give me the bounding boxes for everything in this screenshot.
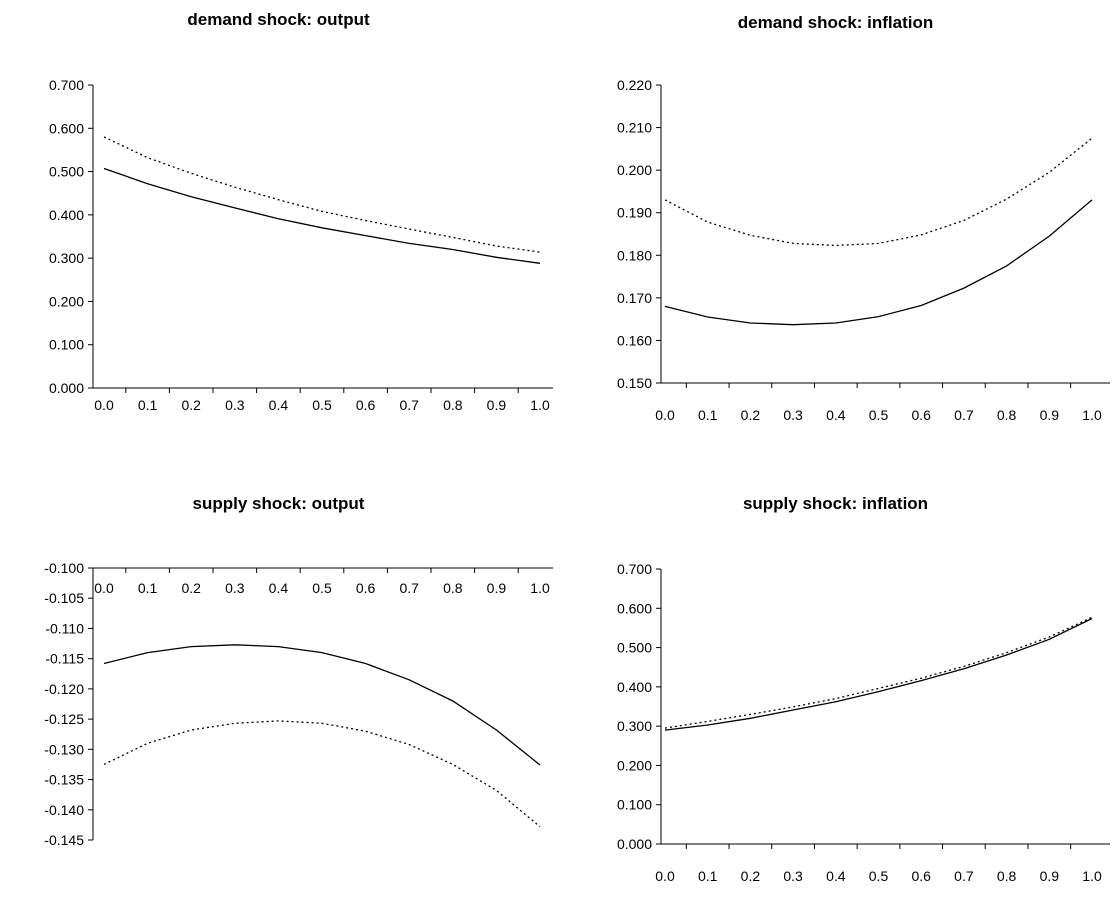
y-tick-label: 0.200 bbox=[617, 757, 652, 773]
x-tick-label: 0.6 bbox=[356, 397, 376, 413]
x-tick-label: 0.6 bbox=[911, 868, 931, 884]
chart-title: supply shock: output bbox=[192, 494, 365, 513]
y-tick-label: 0.300 bbox=[617, 718, 652, 734]
x-tick-label: 0.0 bbox=[94, 397, 114, 413]
x-tick-label: 0.2 bbox=[181, 397, 201, 413]
chart-title: supply shock: inflation bbox=[742, 494, 929, 513]
x-tick-label: 0.0 bbox=[655, 407, 675, 423]
series-line-dotted bbox=[103, 136, 541, 253]
y-tick-label: 0.220 bbox=[617, 77, 652, 93]
x-tick-label: 0.3 bbox=[783, 407, 803, 423]
x-tick-label: 0.9 bbox=[487, 397, 507, 413]
y-tick-label: 0.600 bbox=[617, 600, 652, 616]
y-tick-label: 0.400 bbox=[617, 679, 652, 695]
x-tick-label: 0.8 bbox=[997, 407, 1017, 423]
x-tick-label: 0.5 bbox=[312, 580, 332, 596]
x-tick-label: 1.0 bbox=[530, 580, 550, 596]
y-tick-label: 0.160 bbox=[617, 332, 652, 348]
y-tick-label: -0.115 bbox=[45, 651, 84, 667]
x-tick-label: 0.8 bbox=[997, 868, 1017, 884]
series-line-solid bbox=[103, 167, 541, 264]
x-tick-label: 0.3 bbox=[225, 580, 245, 596]
chart-demand-inflation: demand shock: inflation 0.150 0.160 0.170 0… bbox=[557, 0, 1114, 458]
x-tick-label: 1.0 bbox=[1082, 868, 1102, 884]
series-line-dotted bbox=[664, 137, 1093, 247]
x-tick-label: 0.8 bbox=[443, 580, 463, 596]
y-tick-label: -0.145 bbox=[44, 832, 84, 848]
x-tick-label: 0.6 bbox=[911, 407, 931, 423]
x-tick-label: 1.0 bbox=[1082, 407, 1102, 423]
x-tick-label: 0.3 bbox=[783, 868, 803, 884]
x-tick-label: 0.9 bbox=[1040, 868, 1060, 884]
y-tick-label: -0.125 bbox=[44, 711, 84, 727]
x-tick-label: 0.2 bbox=[741, 868, 761, 884]
x-tick-label: 0.0 bbox=[94, 580, 114, 596]
chart-plot: 0.000 0.100 0.200 0.300 0.400 0.500 0.600 0.700… bbox=[617, 561, 1110, 884]
x-tick-label: 0.5 bbox=[869, 407, 889, 423]
y-tick-label: 0.210 bbox=[617, 120, 652, 136]
chart-title: demand shock: output bbox=[187, 10, 370, 29]
y-tick-label: -0.140 bbox=[44, 802, 84, 818]
x-tick-label: 0.6 bbox=[356, 580, 376, 596]
x-tick-label: 0.7 bbox=[399, 397, 419, 413]
chart-plot: 0.150 0.160 0.170 0.180 0.190 0.200 0.210 0.220… bbox=[617, 77, 1110, 423]
x-tick-label: 0.3 bbox=[225, 397, 245, 413]
y-tick-label: -0.120 bbox=[44, 681, 84, 697]
y-tick-label: 0.200 bbox=[49, 293, 84, 309]
x-tick-label: 0.1 bbox=[698, 407, 718, 423]
y-tick-label: 0.180 bbox=[617, 247, 652, 263]
y-tick-label: -0.105 bbox=[44, 590, 84, 606]
y-tick-label: -0.135 bbox=[44, 772, 84, 788]
y-tick-label: 0.300 bbox=[49, 250, 84, 266]
chart-supply-inflation: supply shock: inflation 0.000 0.100 0.200 0… bbox=[557, 458, 1114, 917]
y-tick-label: 0.150 bbox=[617, 375, 652, 391]
series-line-solid bbox=[664, 617, 1093, 731]
series-line-solid bbox=[664, 199, 1093, 326]
x-tick-label: 0.1 bbox=[138, 580, 158, 596]
x-tick-label: 1.0 bbox=[530, 397, 550, 413]
x-tick-label: 0.0 bbox=[655, 868, 675, 884]
x-tick-label: 0.4 bbox=[826, 407, 846, 423]
x-tick-label: 0.2 bbox=[181, 580, 201, 596]
y-tick-label: 0.600 bbox=[49, 120, 84, 136]
y-tick-label: 0.100 bbox=[49, 337, 84, 353]
series-line-solid bbox=[103, 644, 541, 766]
x-tick-label: 0.4 bbox=[269, 580, 289, 596]
y-tick-label: -0.130 bbox=[44, 741, 84, 757]
x-tick-label: 0.4 bbox=[269, 397, 289, 413]
y-tick-label: -0.100 bbox=[44, 560, 84, 576]
x-tick-label: 0.7 bbox=[954, 407, 974, 423]
chart-supply-output: supply shock: output -0.145 -0.140 -0.135-… bbox=[0, 458, 557, 917]
y-tick-label: -0.110 bbox=[45, 620, 84, 636]
y-tick-label: 0.000 bbox=[617, 836, 652, 852]
x-tick-label: 0.1 bbox=[138, 397, 158, 413]
y-tick-label: 0.170 bbox=[617, 290, 652, 306]
x-tick-label: 0.2 bbox=[741, 407, 761, 423]
chart-title: demand shock: inflation bbox=[737, 13, 934, 32]
y-tick-label: 0.100 bbox=[617, 797, 652, 813]
y-tick-label: 0.700 bbox=[617, 561, 652, 577]
x-tick-label: 0.7 bbox=[954, 868, 974, 884]
x-tick-label: 0.9 bbox=[1040, 407, 1060, 423]
x-tick-label: 0.5 bbox=[869, 868, 889, 884]
y-tick-label: 0.000 bbox=[49, 380, 84, 396]
x-tick-label: 0.4 bbox=[826, 868, 846, 884]
x-tick-label: 0.7 bbox=[399, 580, 419, 596]
x-tick-label: 0.1 bbox=[698, 868, 718, 884]
x-tick-label: 0.8 bbox=[443, 397, 463, 413]
y-tick-label: 0.190 bbox=[617, 205, 652, 221]
chart-plot: -0.145 -0.140 -0.135 -0.130 -0.125 -0.120 -0.1… bbox=[44, 560, 553, 848]
y-tick-label: 0.500 bbox=[49, 164, 84, 180]
chart-demand-output: demand shock: output 0.000 0.100 0.200 0.30… bbox=[0, 0, 557, 458]
x-tick-label: 0.5 bbox=[312, 397, 332, 413]
series-line-dotted bbox=[103, 720, 541, 828]
x-tick-label: 0.9 bbox=[487, 580, 507, 596]
y-tick-label: 0.400 bbox=[49, 207, 84, 223]
y-tick-label: 0.200 bbox=[617, 162, 652, 178]
y-tick-label: 0.500 bbox=[617, 640, 652, 656]
chart-plot: 0.000 0.100 0.200 0.300 0.400 0.500 0.600 0.700… bbox=[49, 77, 553, 413]
y-tick-label: 0.700 bbox=[49, 77, 84, 93]
series-line-dotted bbox=[664, 616, 1093, 729]
